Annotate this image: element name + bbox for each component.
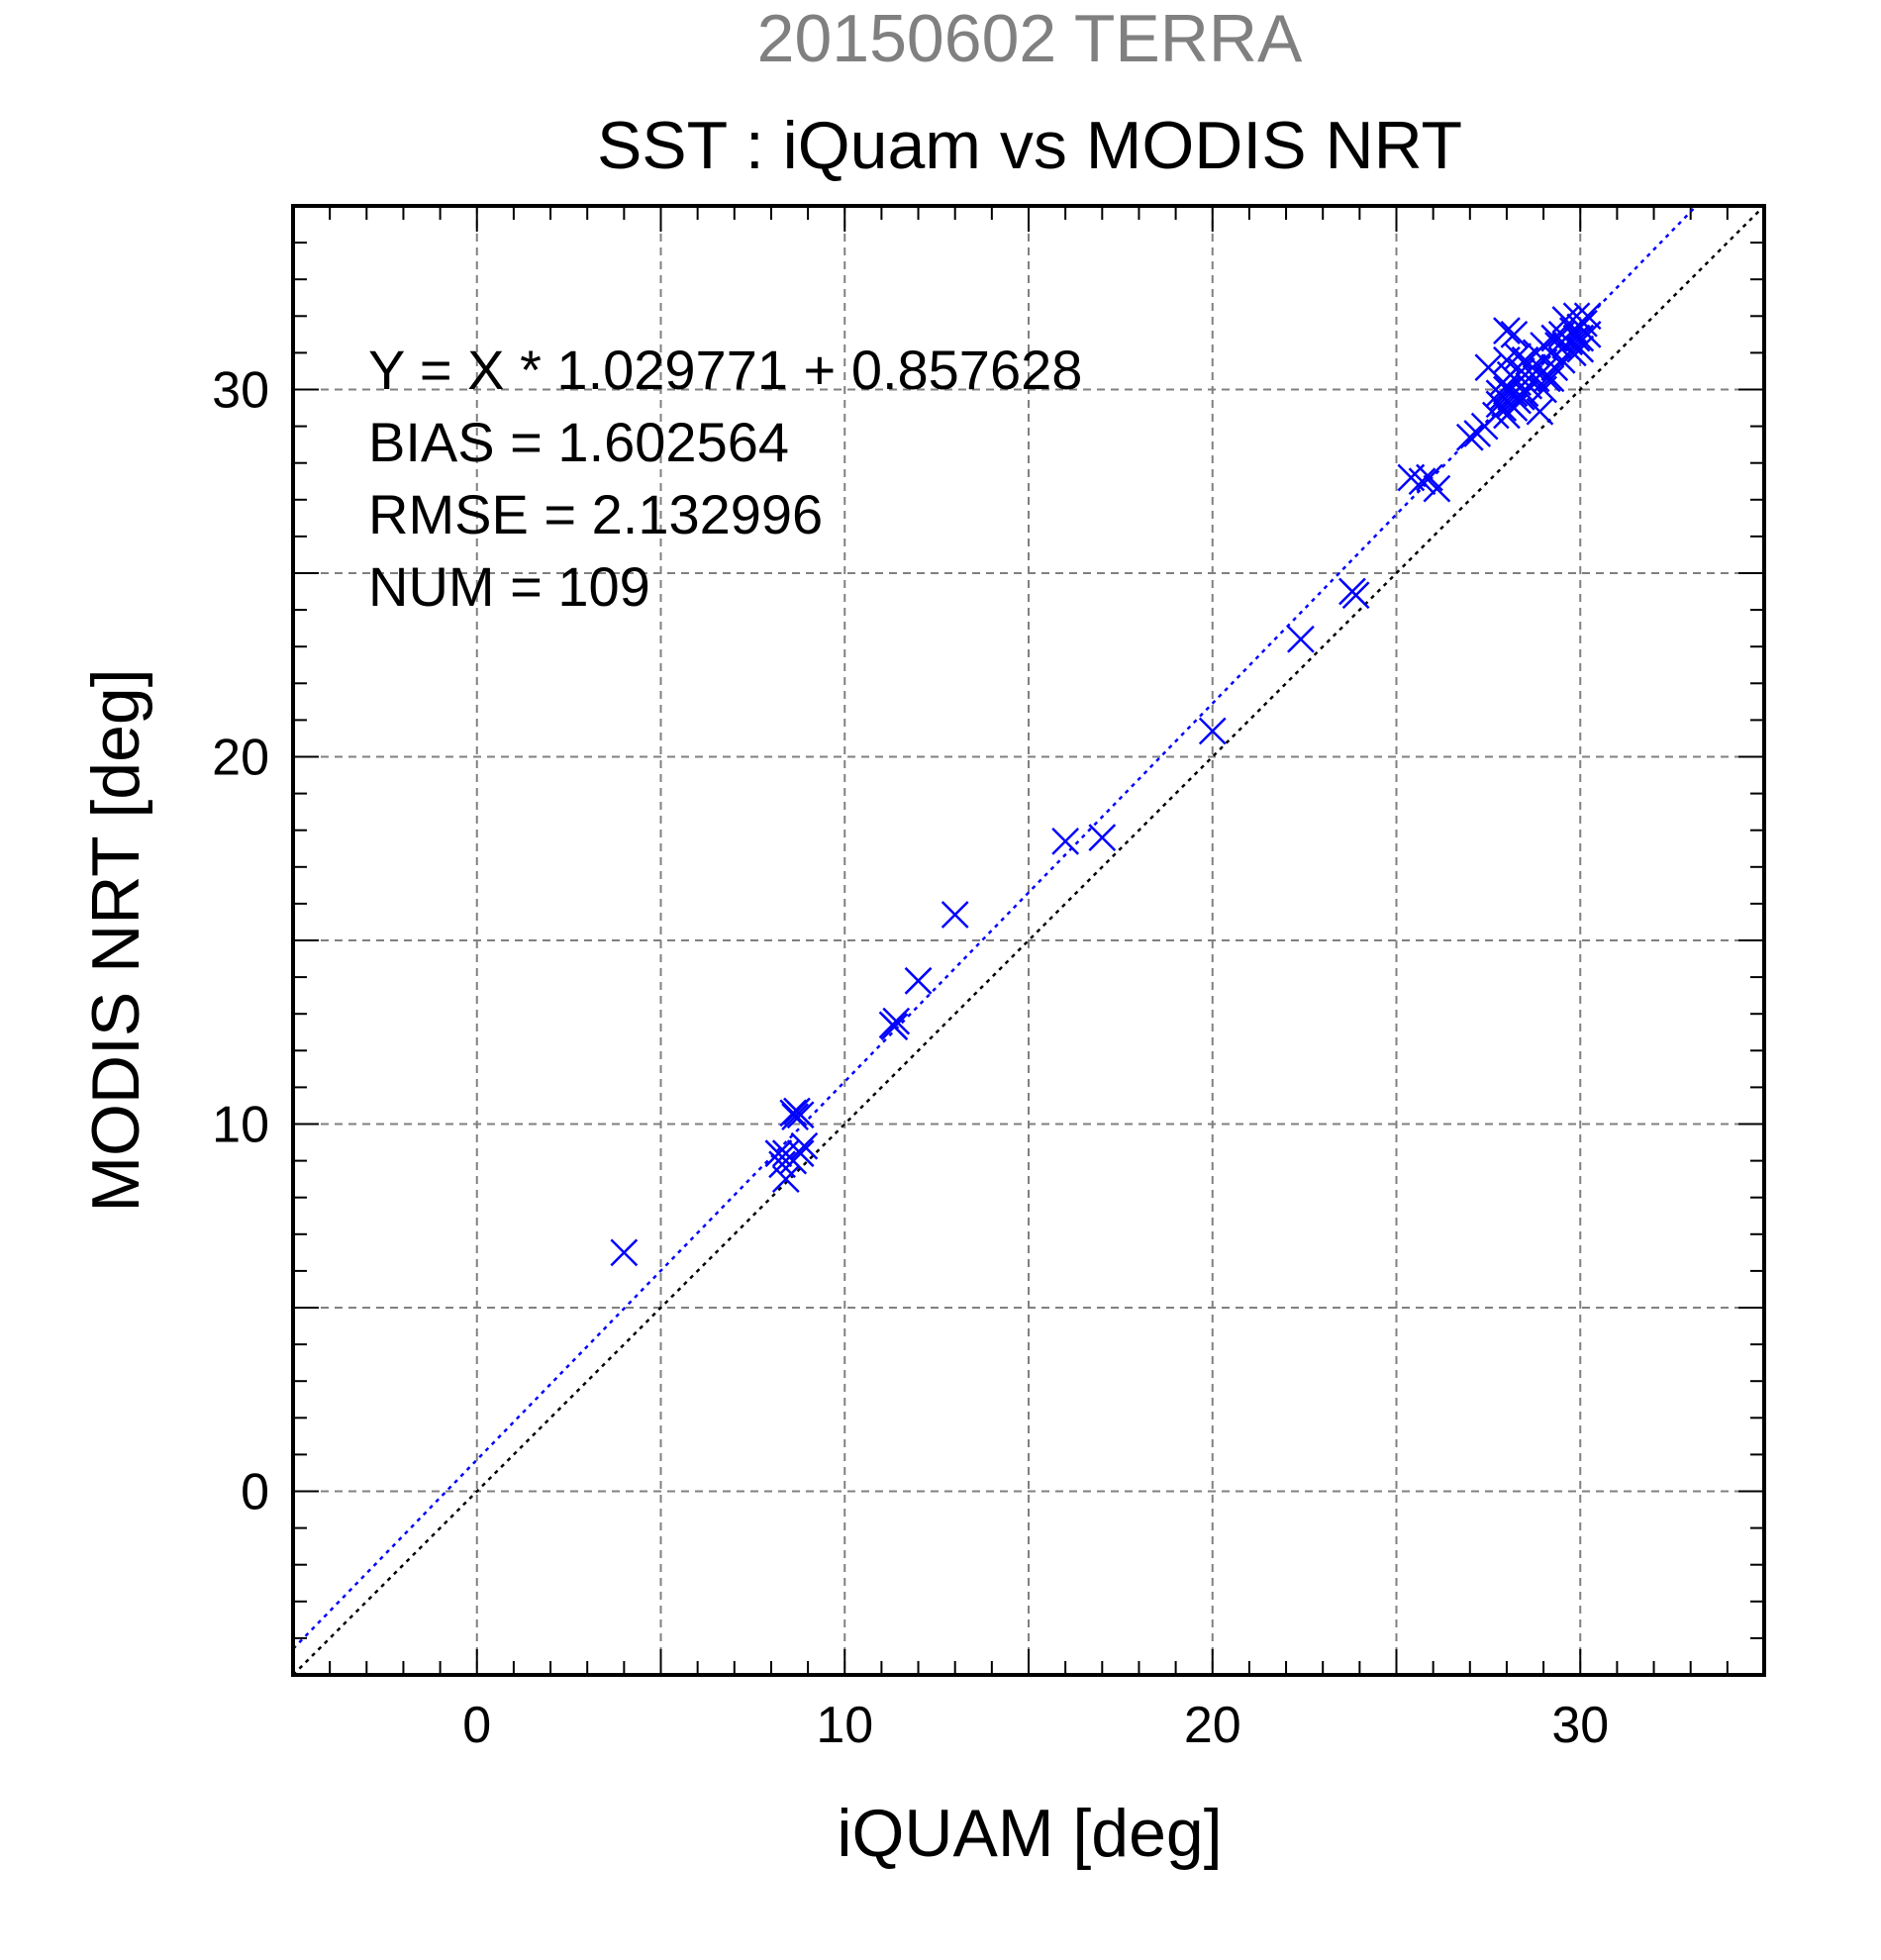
x-tick-label: 30: [1551, 1697, 1609, 1754]
data-point: [764, 1139, 793, 1168]
stats-annotation-line: NUM = 109: [368, 555, 650, 618]
data-point: [771, 1165, 800, 1194]
stats-annotation-line: Y = X * 1.029771 + 0.857628: [368, 339, 1082, 401]
y-tick-label: 30: [212, 362, 269, 420]
data-point: [1051, 827, 1080, 855]
x-tick-label: 20: [1184, 1697, 1241, 1754]
data-point: [1088, 824, 1117, 852]
data-point: [781, 1103, 809, 1130]
data-point: [1515, 364, 1543, 393]
x-tick-labels: 0 10 20 30: [462, 1697, 1609, 1754]
data-point: [1287, 625, 1315, 653]
data-point: [1536, 364, 1565, 393]
y-tick-label: 20: [212, 730, 269, 787]
chart-subtitle: SST : iQuam vs MODIS NRT: [597, 108, 1462, 183]
data-point: [1496, 375, 1525, 404]
plot-frame: [291, 204, 1766, 1677]
data-point: [882, 1007, 911, 1035]
y-tick-label: 10: [212, 1097, 269, 1154]
data-point: [1566, 324, 1595, 352]
minor-ticks: [292, 205, 1765, 1676]
data-point: [1493, 317, 1521, 345]
data-point: [786, 1101, 815, 1129]
data-point: [779, 1099, 808, 1127]
data-point: [880, 1013, 909, 1041]
data-point: [1408, 467, 1436, 496]
data-point: [1489, 394, 1518, 422]
data-point: [1423, 474, 1451, 503]
data-points: [610, 302, 1602, 1267]
stats-annotation-line: BIAS = 1.602564: [368, 411, 789, 473]
y-tick-label: 0: [241, 1464, 269, 1521]
stats-annotation-line: RMSE = 2.132996: [368, 483, 823, 545]
data-point: [1455, 423, 1484, 451]
grid-lines: [293, 206, 1764, 1675]
x-tick-label: 10: [816, 1697, 873, 1754]
y-axis-label: MODIS NRT [deg]: [78, 668, 153, 1212]
data-point: [610, 1238, 639, 1267]
data-point: [1573, 302, 1602, 331]
y-tick-labels: 0 10 20 30: [212, 362, 269, 1521]
data-point: [1551, 332, 1580, 359]
data-point: [1198, 717, 1227, 745]
data-point: [1341, 581, 1370, 610]
data-point: [790, 1131, 819, 1160]
chart-title: 20150602 TERRA: [757, 1, 1303, 76]
x-axis-label: iQUAM [deg]: [837, 1796, 1222, 1871]
x-tick-label: 0: [462, 1697, 491, 1754]
data-point: [940, 901, 969, 929]
data-point: [779, 1146, 808, 1175]
data-point: [904, 966, 933, 995]
data-point: [1504, 343, 1532, 370]
stats-annotations: Y = X * 1.029771 + 0.857628 BIAS = 1.6025…: [368, 339, 1082, 618]
